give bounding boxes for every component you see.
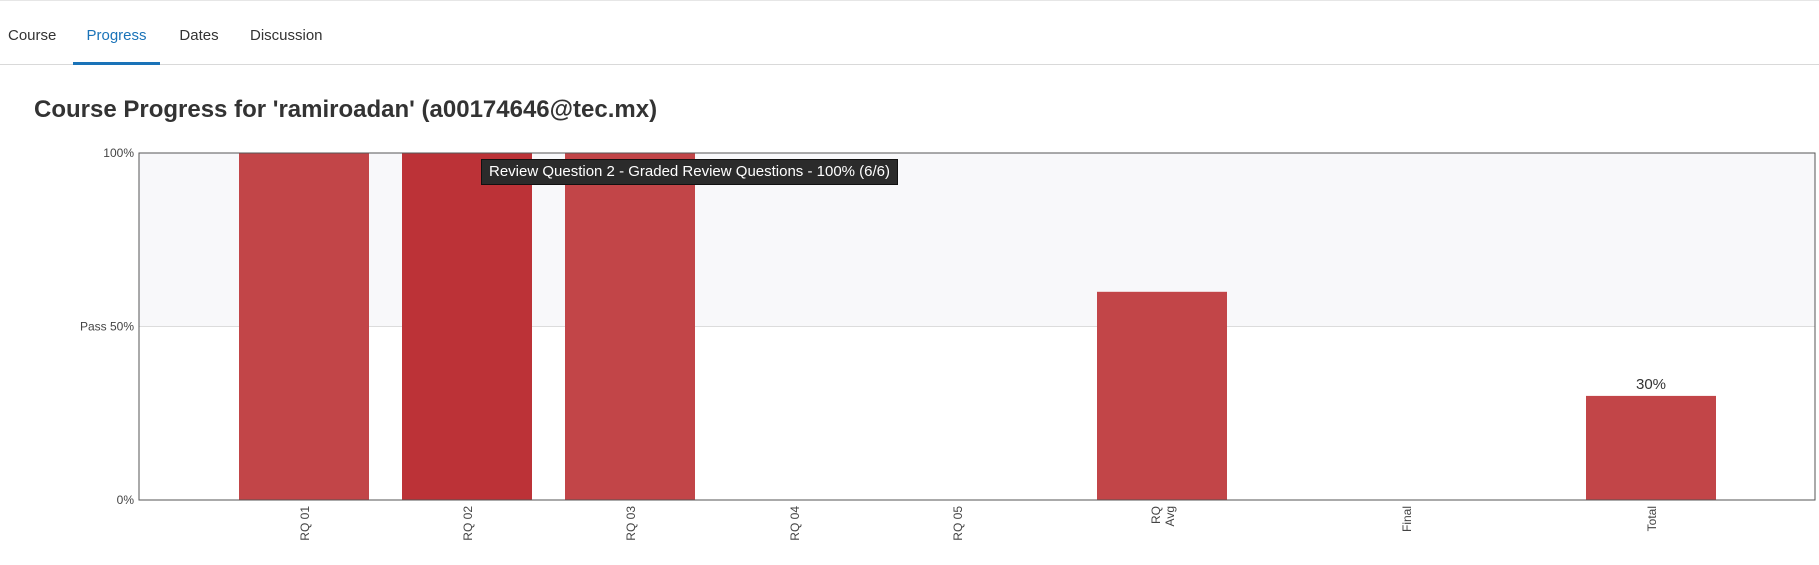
top-border [0, 0, 1819, 1]
bar-rq-02 [402, 153, 532, 500]
x-tick-label: RQ 02 [461, 506, 475, 541]
course-tabs: Course Progress Dates Discussion [0, 0, 1819, 65]
tab-course[interactable]: Course [8, 27, 57, 44]
x-tick-label: RQ [1149, 506, 1163, 524]
x-tick-label: RQ 04 [788, 506, 802, 541]
tab-dates[interactable]: Dates [179, 27, 219, 44]
bar-rq-01 [239, 153, 369, 500]
x-tick-label: RQ 03 [624, 506, 638, 541]
y-tick-label: 100% [103, 146, 134, 160]
x-tick-label: Final [1400, 506, 1414, 532]
bar-rq-avg [1097, 291, 1227, 500]
x-tick-label: Total [1645, 506, 1659, 531]
bar-total [1586, 395, 1716, 500]
y-tick-label: Pass 50% [80, 320, 134, 334]
tab-progress[interactable]: Progress [73, 0, 160, 65]
bar-rq-03 [565, 153, 695, 500]
plot-frame [138, 152, 1816, 501]
page-title: Course Progress for 'ramiroadan' (a00174… [34, 96, 658, 123]
y-tick-label: 0% [117, 493, 135, 507]
x-tick-label: RQ 01 [298, 506, 312, 541]
pass-region [139, 153, 1815, 327]
x-tick-label: Avg [1163, 506, 1177, 526]
tab-discussion[interactable]: Discussion [250, 27, 323, 44]
x-tick-label: RQ 05 [951, 506, 965, 541]
bar-tooltip: Review Question 2 - Graded Review Questi… [481, 159, 899, 185]
data-label: 30% [1636, 376, 1666, 393]
